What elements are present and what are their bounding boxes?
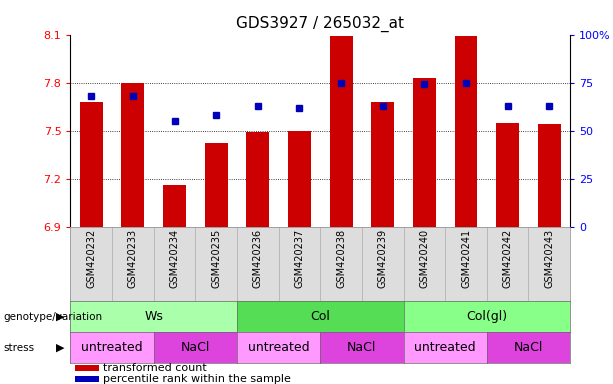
- Text: Ws: Ws: [144, 310, 163, 323]
- Bar: [371, 102, 394, 227]
- Text: percentile rank within the sample: percentile rank within the sample: [103, 374, 291, 384]
- Bar: [455, 36, 478, 227]
- Text: Col(gl): Col(gl): [466, 310, 508, 323]
- Text: transformed count: transformed count: [103, 363, 207, 373]
- Text: GSM420240: GSM420240: [419, 229, 429, 288]
- Bar: [330, 36, 352, 227]
- Text: GSM420243: GSM420243: [544, 229, 554, 288]
- Bar: [80, 102, 103, 227]
- Text: untreated: untreated: [248, 341, 310, 354]
- Text: GSM420239: GSM420239: [378, 229, 388, 288]
- Text: NaCl: NaCl: [181, 341, 210, 354]
- Bar: [496, 122, 519, 227]
- Text: GSM420235: GSM420235: [211, 229, 221, 288]
- Text: ▶: ▶: [56, 312, 64, 322]
- Bar: [413, 78, 436, 227]
- Text: GSM420232: GSM420232: [86, 229, 96, 288]
- Text: GSM420238: GSM420238: [336, 229, 346, 288]
- Bar: [75, 376, 99, 382]
- Bar: [538, 124, 561, 227]
- Title: GDS3927 / 265032_at: GDS3927 / 265032_at: [236, 16, 405, 32]
- Text: stress: stress: [3, 343, 34, 353]
- Text: untreated: untreated: [82, 341, 143, 354]
- Text: GSM420241: GSM420241: [461, 229, 471, 288]
- Bar: [205, 143, 227, 227]
- Text: GSM420242: GSM420242: [503, 229, 512, 288]
- Bar: [163, 185, 186, 227]
- Text: ▶: ▶: [56, 343, 64, 353]
- Text: GSM420234: GSM420234: [170, 229, 180, 288]
- Text: genotype/variation: genotype/variation: [3, 312, 102, 322]
- Text: NaCl: NaCl: [347, 341, 376, 354]
- Bar: [288, 131, 311, 227]
- Text: untreated: untreated: [414, 341, 476, 354]
- Text: Col: Col: [310, 310, 330, 323]
- Text: GSM420236: GSM420236: [253, 229, 263, 288]
- Bar: [75, 365, 99, 371]
- Text: GSM420237: GSM420237: [294, 229, 305, 288]
- Bar: [121, 83, 145, 227]
- Text: NaCl: NaCl: [514, 341, 543, 354]
- Text: GSM420233: GSM420233: [128, 229, 138, 288]
- Bar: [246, 132, 269, 227]
